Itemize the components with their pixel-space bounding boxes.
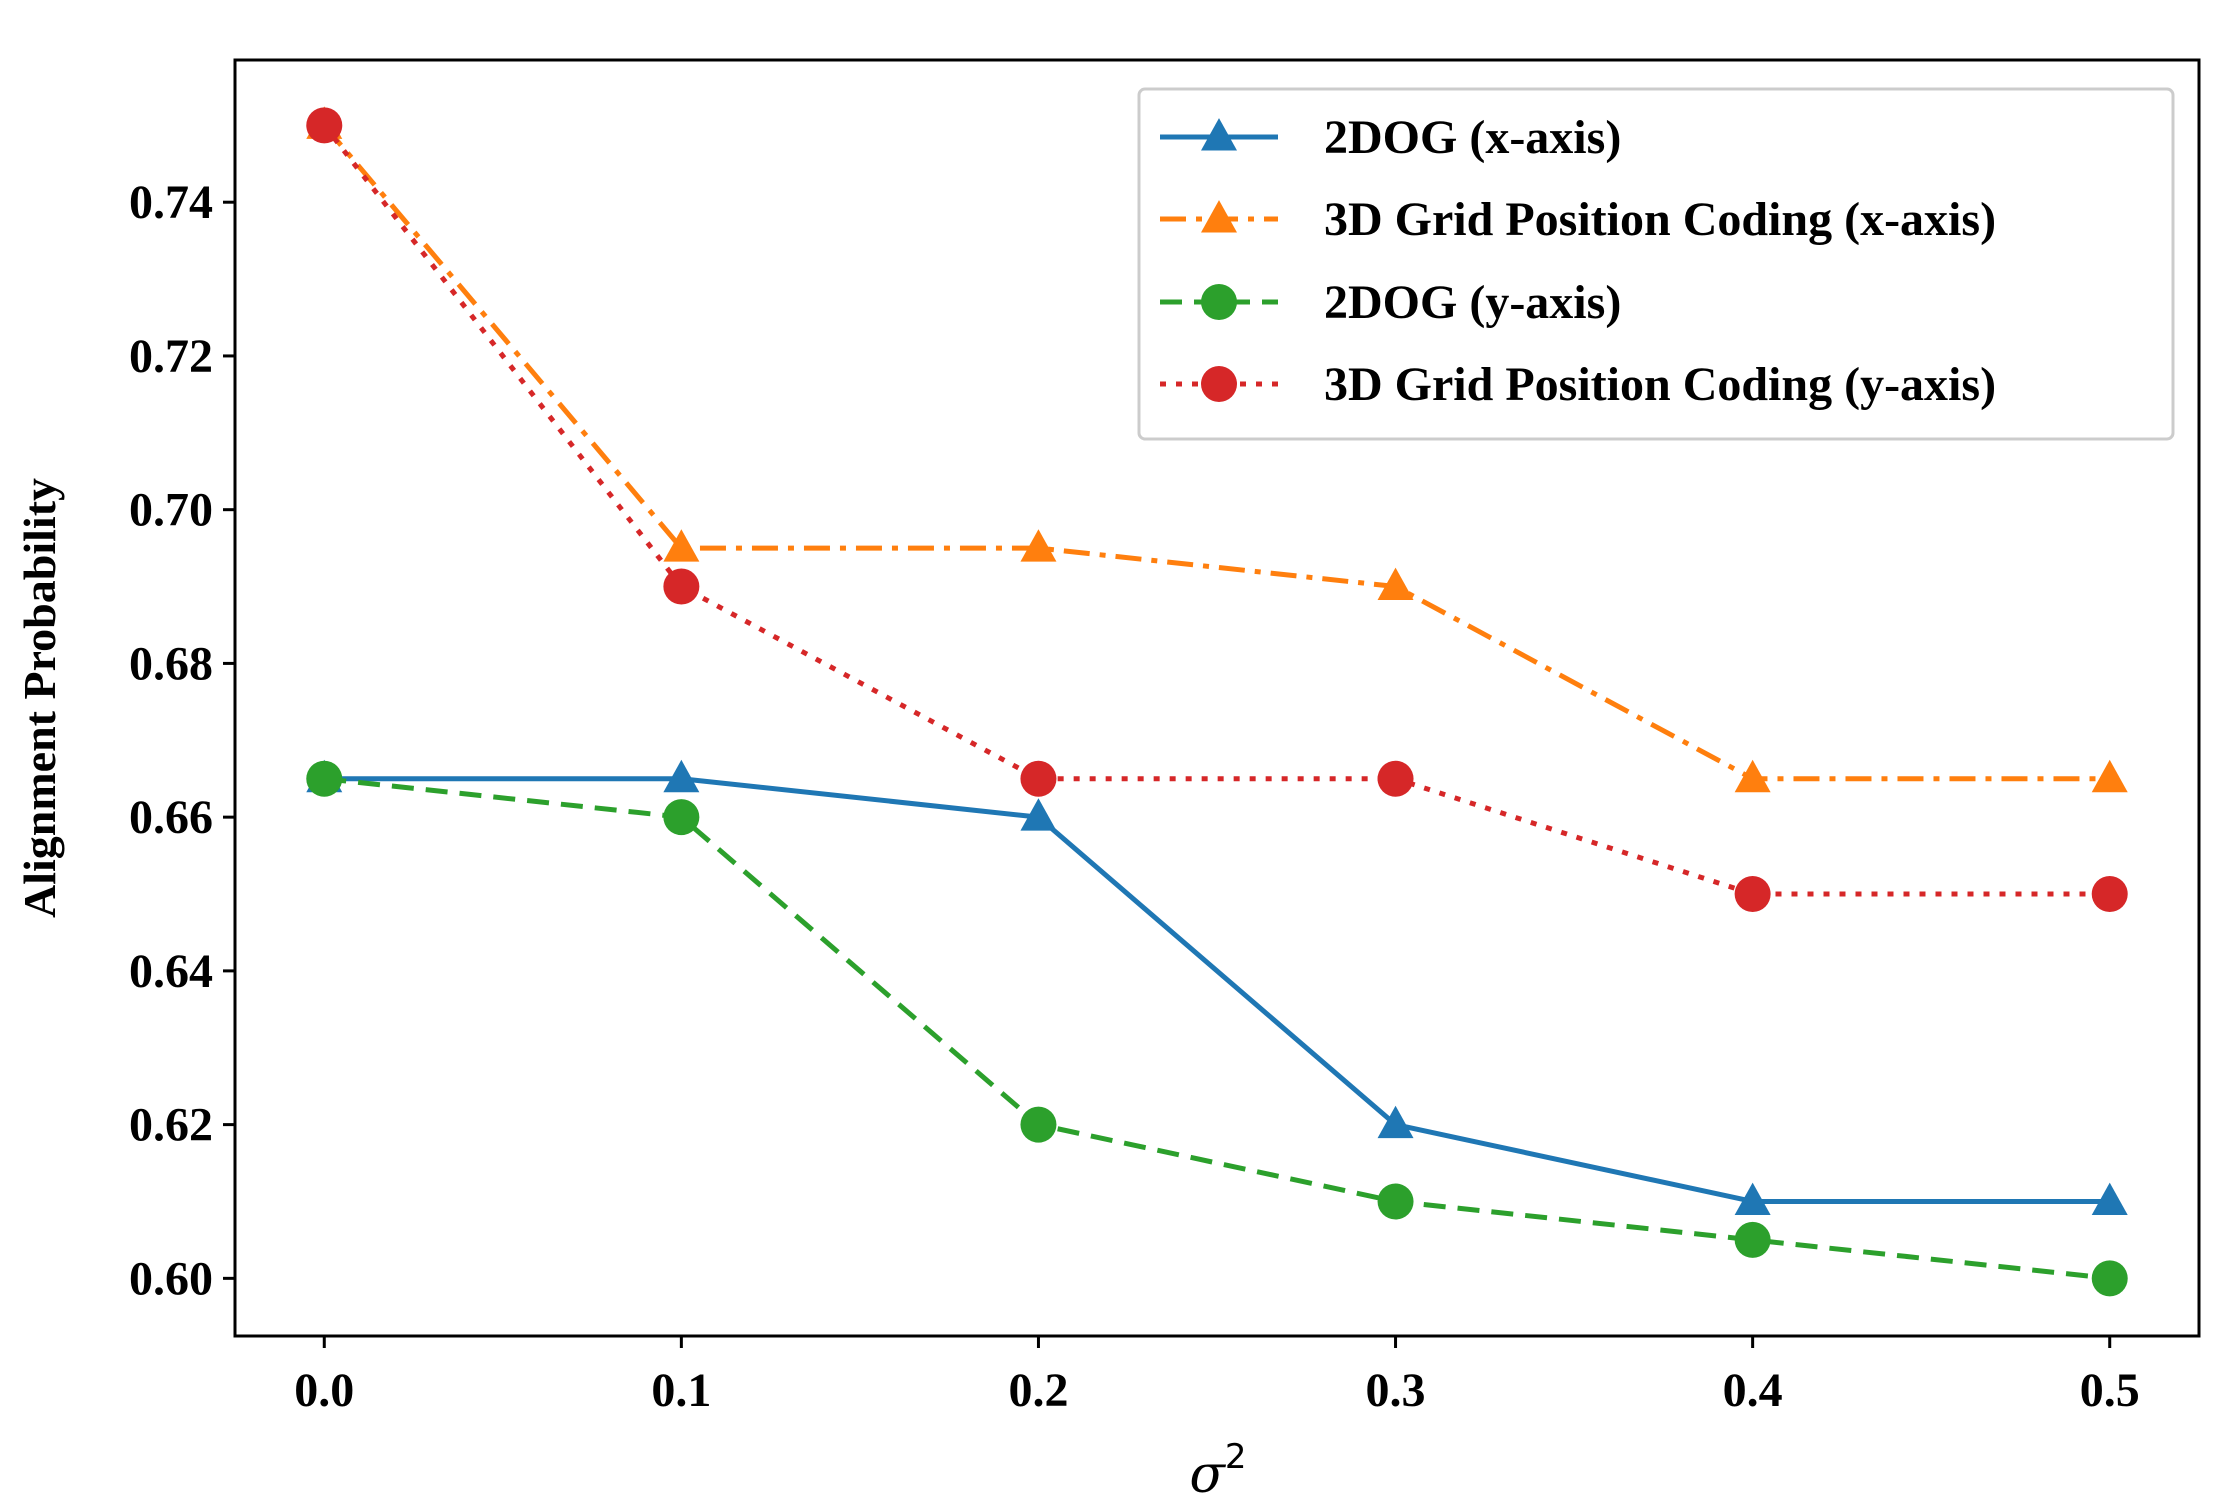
data-point bbox=[1020, 1106, 1057, 1143]
legend-entry: 2DOG (y-axis) bbox=[1160, 276, 1621, 329]
data-point bbox=[1020, 798, 1057, 831]
y-tick-label: 0.60 bbox=[129, 1252, 213, 1305]
legend-entry: 2DOG (x-axis) bbox=[1160, 111, 1621, 164]
x-tick-label: 0.4 bbox=[1723, 1364, 1783, 1417]
data-point bbox=[1734, 1221, 1771, 1258]
data-point bbox=[1377, 1183, 1414, 1220]
legend-label: 3D Grid Position Coding (x-axis) bbox=[1324, 193, 1996, 246]
plot-frame bbox=[233, 58, 2201, 1338]
data-point bbox=[663, 799, 700, 836]
series-3 bbox=[306, 760, 2128, 1297]
data-point bbox=[1734, 1182, 1771, 1215]
legend-marker bbox=[1201, 118, 1237, 151]
y-tick-label: 0.66 bbox=[129, 791, 213, 844]
data-point bbox=[663, 759, 700, 793]
data-point bbox=[306, 107, 343, 144]
data-point bbox=[2091, 759, 2128, 793]
data-point bbox=[306, 760, 343, 797]
legend: 2DOG (x-axis) 3D Grid Position Coding (x-… bbox=[1137, 87, 2175, 441]
y-tick-label: 0.62 bbox=[129, 1099, 213, 1152]
series-line bbox=[324, 776, 2110, 1281]
series-line bbox=[322, 123, 2110, 782]
data-point bbox=[1377, 1105, 1414, 1139]
data-point bbox=[1377, 567, 1414, 601]
x-axis-label: σ2 bbox=[1189, 1437, 1246, 1505]
data-point bbox=[1734, 759, 1771, 793]
data-point bbox=[663, 529, 700, 562]
y-tick-label: 0.68 bbox=[129, 637, 213, 690]
data-point bbox=[1020, 760, 1057, 797]
data-point bbox=[2091, 1260, 2128, 1297]
x-tick-label: 0.3 bbox=[1366, 1364, 1426, 1417]
y-tick-label: 0.64 bbox=[129, 945, 213, 998]
legend-label: 3D Grid Position Coding (y-axis) bbox=[1324, 358, 1996, 411]
legend-label: 2DOG (x-axis) bbox=[1324, 111, 1621, 164]
series-line bbox=[322, 123, 2110, 897]
series-layer bbox=[306, 106, 2128, 1297]
series-line bbox=[324, 776, 2110, 1204]
legend-marker bbox=[1201, 366, 1237, 402]
data-point bbox=[1377, 760, 1414, 797]
y-axis-label: Alignment Probability bbox=[14, 478, 65, 918]
x-axis: 0.0 0.1 0.2 0.3 0.4 0.5 bbox=[294, 1336, 2140, 1417]
y-tick-label: 0.72 bbox=[129, 330, 213, 383]
series-4 bbox=[306, 107, 2128, 913]
legend-entry: 3D Grid Position Coding (y-axis) bbox=[1160, 358, 1996, 411]
legend-marker bbox=[1201, 284, 1237, 320]
x-axis-label-superscript: 2 bbox=[1225, 1437, 1247, 1477]
data-point bbox=[1734, 876, 1771, 913]
x-tick-label: 0.1 bbox=[651, 1364, 711, 1417]
data-point bbox=[2091, 1182, 2128, 1215]
x-tick-label: 0.2 bbox=[1008, 1364, 1068, 1417]
x-tick-label: 0.0 bbox=[294, 1364, 354, 1417]
legend-entry: 3D Grid Position Coding (x-axis) bbox=[1160, 193, 1996, 246]
data-point bbox=[663, 568, 700, 605]
data-point bbox=[1020, 529, 1057, 562]
legend-marker bbox=[1201, 200, 1237, 233]
data-point bbox=[2091, 876, 2128, 913]
x-axis-label-symbol: σ bbox=[1189, 1445, 1226, 1505]
y-axis: 0.60 0.62 0.64 0.66 0.68 0.70 0.72 0.74 bbox=[129, 176, 235, 1305]
legend-box bbox=[1137, 87, 2175, 441]
x-tick-label: 0.5 bbox=[2080, 1364, 2140, 1417]
y-tick-label: 0.70 bbox=[129, 484, 213, 537]
y-tick-label: 0.74 bbox=[129, 176, 213, 229]
legend-label: 2DOG (y-axis) bbox=[1324, 276, 1621, 329]
